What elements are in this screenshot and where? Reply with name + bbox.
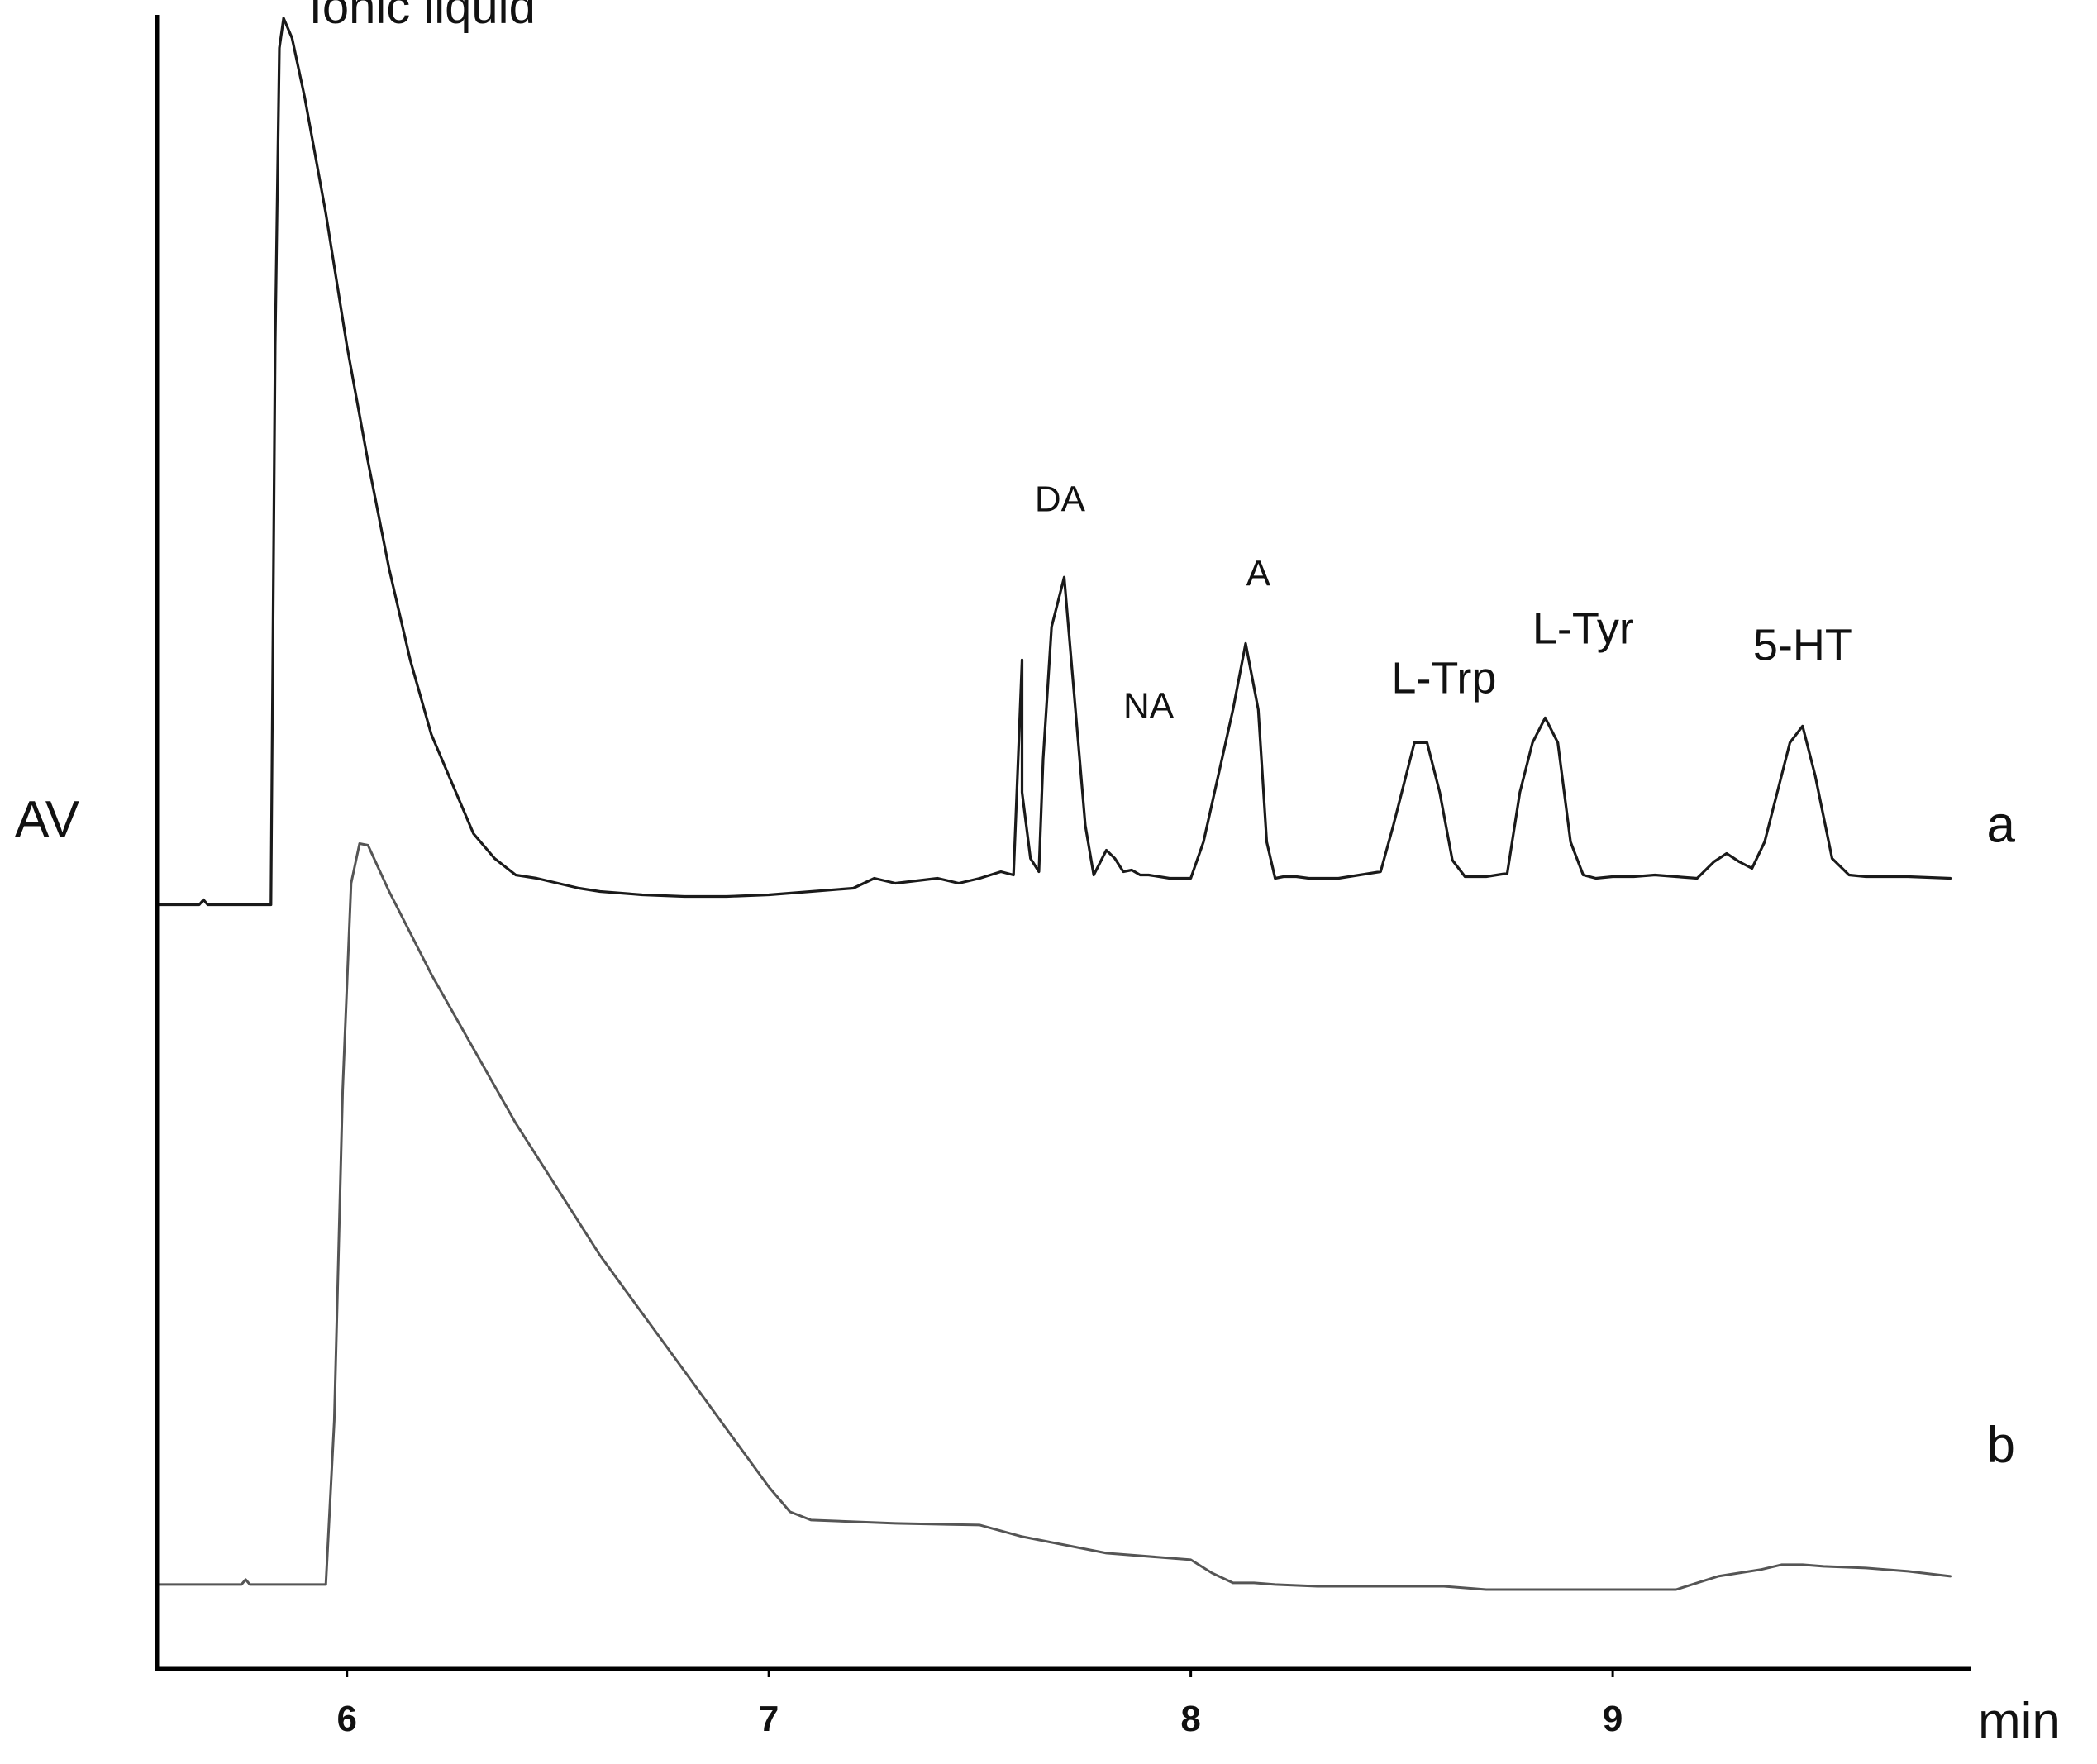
series-a-line — [155, 17, 1952, 907]
peak-labels-group: Ionic liquid DA NA A L-Trp L-Tyr 5-HT a b — [309, 0, 2016, 1474]
peak-label-da: DA — [1035, 479, 1086, 519]
peak-label-ionic-liquid: Ionic liquid — [309, 0, 536, 34]
peak-label-l-tyr: L-Tyr — [1532, 603, 1634, 653]
x-tick-label: 6 — [336, 1699, 356, 1739]
x-ticks-group: 6 7 8 9 — [336, 1669, 1623, 1739]
peak-label-b: b — [1986, 1417, 2014, 1474]
traces-group — [155, 17, 1952, 1591]
x-tick-label: 9 — [1603, 1699, 1623, 1739]
x-axis-label: min — [1978, 1693, 2061, 1750]
peak-label-l-trp: L-Trp — [1391, 653, 1496, 703]
x-tick-label: 7 — [759, 1699, 779, 1739]
y-axis-label: AV — [15, 791, 80, 848]
peak-label-5-ht: 5-HT — [1753, 620, 1852, 670]
peak-label-na: NA — [1123, 685, 1175, 726]
peak-label-a: A — [1246, 553, 1271, 594]
x-tick-label: 8 — [1180, 1699, 1200, 1739]
peak-label-a: a — [1986, 797, 2015, 854]
series-b-line — [155, 842, 1952, 1591]
